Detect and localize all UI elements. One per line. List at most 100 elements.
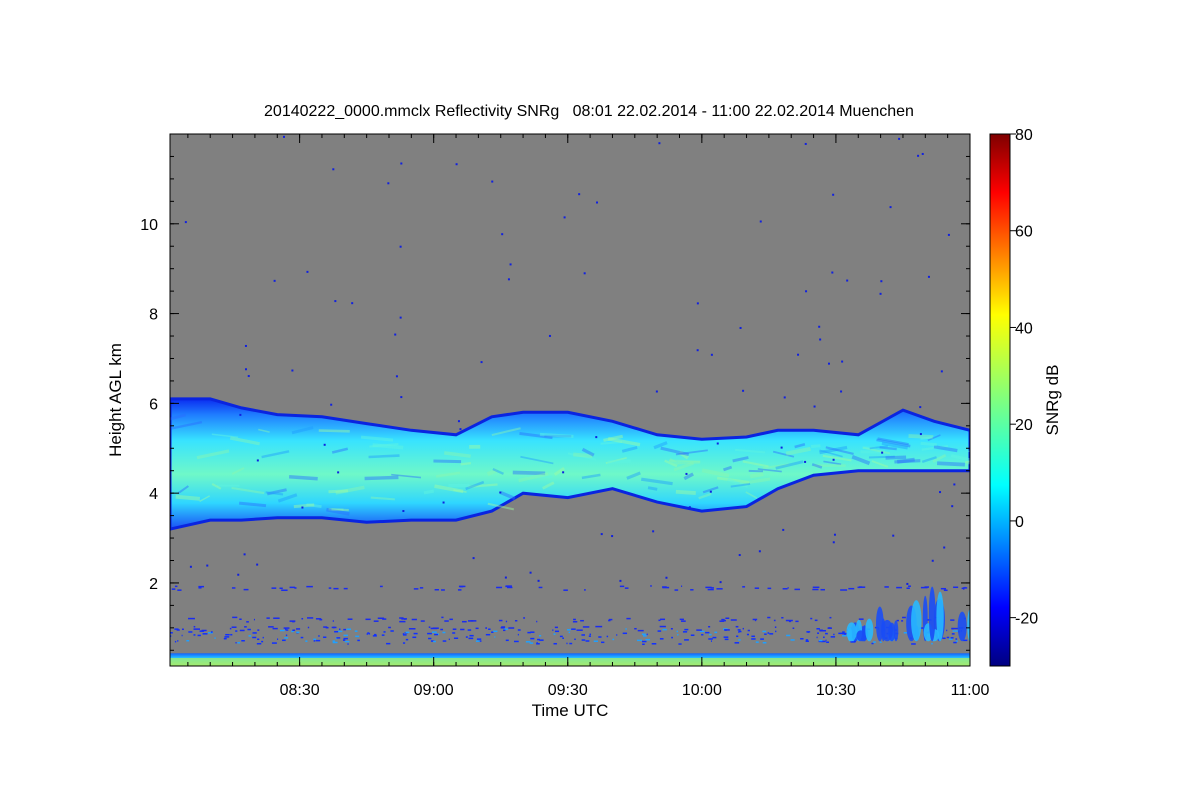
scattered-echo <box>829 616 832 619</box>
scattered-echo <box>379 585 383 588</box>
scattered-echo <box>896 586 902 589</box>
cloud-streak <box>369 442 399 448</box>
cloud-streak <box>664 459 678 468</box>
scattered-echo <box>470 620 477 622</box>
noise-speckle <box>832 193 835 196</box>
cloud-streak <box>716 476 750 484</box>
cloud-streak <box>877 437 909 446</box>
noise-speckle <box>611 535 614 538</box>
scattered-echo <box>198 587 202 589</box>
scattered-echo <box>328 587 332 589</box>
low-echo-speck <box>355 635 360 638</box>
noise-speckle <box>499 491 502 494</box>
noise-speckle <box>323 443 326 446</box>
cloud-streak <box>732 456 749 463</box>
scattered-echo <box>503 629 506 632</box>
low-echo-speck <box>252 636 257 639</box>
cloud-streak <box>231 486 265 495</box>
scattered-echo <box>943 589 948 592</box>
low-echo-speck <box>536 641 538 644</box>
noise-speckle <box>459 428 462 431</box>
noise-speckle <box>480 361 483 364</box>
low-echo-speck <box>953 641 957 644</box>
convective-plume <box>856 630 866 642</box>
low-echo-speck <box>374 633 377 636</box>
scattered-echo <box>962 587 968 589</box>
low-echo-speck <box>790 639 795 641</box>
scattered-echo <box>508 627 515 629</box>
scattered-echo <box>498 619 503 622</box>
scattered-echo <box>514 620 518 622</box>
scattered-echo <box>787 587 789 589</box>
low-echo-speck <box>751 635 755 638</box>
cloud-streak <box>920 441 937 447</box>
low-echo-speck <box>366 633 368 635</box>
convective-plume <box>865 618 874 642</box>
low-echo-speck <box>467 629 472 631</box>
low-echo-speck <box>585 640 590 642</box>
low-echo-speck <box>494 636 496 638</box>
scattered-echo <box>292 620 295 623</box>
low-echo-speck <box>738 639 741 641</box>
low-echo-speck <box>825 639 827 642</box>
scattered-echo <box>301 617 304 620</box>
scattered-echo <box>670 628 673 630</box>
low-echo-speck <box>642 643 645 646</box>
low-echo-speck <box>202 633 208 635</box>
cloud-streak <box>894 459 921 464</box>
low-echo-speck <box>174 640 177 643</box>
low-echo-speck <box>625 628 627 630</box>
low-echo-speck <box>257 638 260 641</box>
noise-speckle <box>337 471 340 474</box>
noise-speckle <box>738 554 741 557</box>
noise-speckle <box>283 135 286 138</box>
cloud-streak <box>739 477 771 486</box>
low-echo-speck <box>323 636 327 639</box>
low-echo-speck <box>332 641 338 644</box>
scattered-echo <box>767 616 771 619</box>
scattered-echo <box>963 588 965 590</box>
cloud-streak <box>211 433 239 439</box>
cloud-streak <box>581 447 595 457</box>
cloud-streak <box>288 475 318 481</box>
scattered-echo <box>343 628 346 631</box>
low-echo-speck <box>554 630 560 633</box>
scattered-echo <box>662 586 670 589</box>
noise-speckle <box>400 396 403 399</box>
noise-speckle <box>619 579 622 582</box>
scattered-echo <box>231 626 237 628</box>
x-axis: 08:30 09:00 09:30 10:00 10:30 11:00 <box>187 134 990 699</box>
noise-speckle <box>537 579 540 582</box>
cloud-streak <box>701 468 730 478</box>
scattered-echo <box>552 629 554 631</box>
low-echo-speck <box>412 636 417 639</box>
low-echo-speck <box>386 642 391 645</box>
cloud-streak <box>871 460 889 468</box>
scattered-echo <box>419 587 424 589</box>
scattered-echo <box>608 618 613 621</box>
low-echo-speck <box>241 639 245 642</box>
cloud-streak <box>318 429 350 433</box>
cloud-streak <box>491 427 521 437</box>
low-echo-speck <box>948 638 953 641</box>
low-echo-speck <box>767 632 770 634</box>
cloud-streak <box>500 491 516 501</box>
cloud-streak <box>486 468 498 476</box>
scattered-echo <box>754 587 760 589</box>
noise-speckles <box>184 135 956 585</box>
cloud-streak <box>607 459 631 465</box>
scattered-echo <box>505 585 512 587</box>
low-echo-speck <box>433 640 436 643</box>
scattered-echo <box>754 619 757 622</box>
convective-plume <box>846 622 857 642</box>
low-echo-speck <box>453 637 459 639</box>
scattered-echo <box>681 585 683 588</box>
low-echo-speck <box>699 630 705 633</box>
convective-plume <box>957 611 967 642</box>
low-echo-speck <box>442 631 446 634</box>
low-echo-speck <box>762 641 767 644</box>
noise-speckle <box>919 406 922 409</box>
low-echo-speck <box>637 639 643 642</box>
low-echo-speck <box>256 642 262 645</box>
noise-speckle <box>940 370 943 373</box>
